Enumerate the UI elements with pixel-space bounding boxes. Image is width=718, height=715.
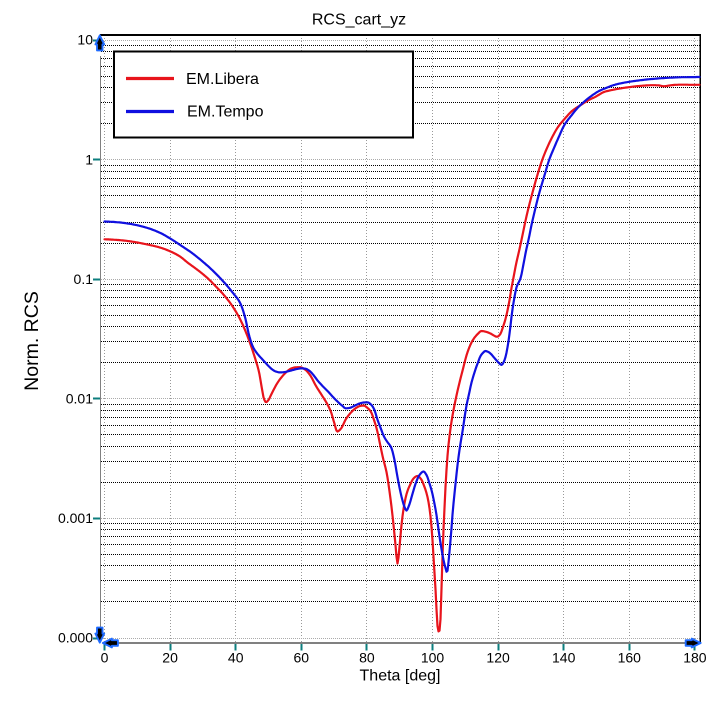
svg-text:0.1: 0.1 (74, 271, 94, 287)
svg-text:100: 100 (421, 650, 445, 666)
svg-text:180: 180 (683, 650, 707, 666)
svg-text:EM.Tempo: EM.Tempo (187, 104, 264, 121)
svg-text:EM.Libera: EM.Libera (186, 71, 259, 88)
svg-text:Theta [deg]: Theta [deg] (360, 668, 441, 685)
svg-text:Norm. RCS: Norm. RCS (21, 291, 43, 391)
svg-text:0.001: 0.001 (58, 510, 93, 526)
svg-text:0: 0 (101, 650, 109, 666)
svg-text:40: 40 (228, 650, 244, 666)
svg-text:1: 1 (85, 151, 93, 167)
svg-text:120: 120 (486, 650, 510, 666)
svg-text:140: 140 (552, 650, 576, 666)
svg-text:0.000: 0.000 (58, 630, 93, 646)
svg-text:80: 80 (359, 650, 375, 666)
svg-text:160: 160 (618, 650, 642, 666)
svg-text:60: 60 (294, 650, 310, 666)
svg-text:RCS_cart_yz: RCS_cart_yz (312, 12, 406, 29)
svg-text:10: 10 (77, 32, 93, 48)
svg-text:0.01: 0.01 (66, 391, 93, 407)
svg-text:20: 20 (162, 650, 178, 666)
